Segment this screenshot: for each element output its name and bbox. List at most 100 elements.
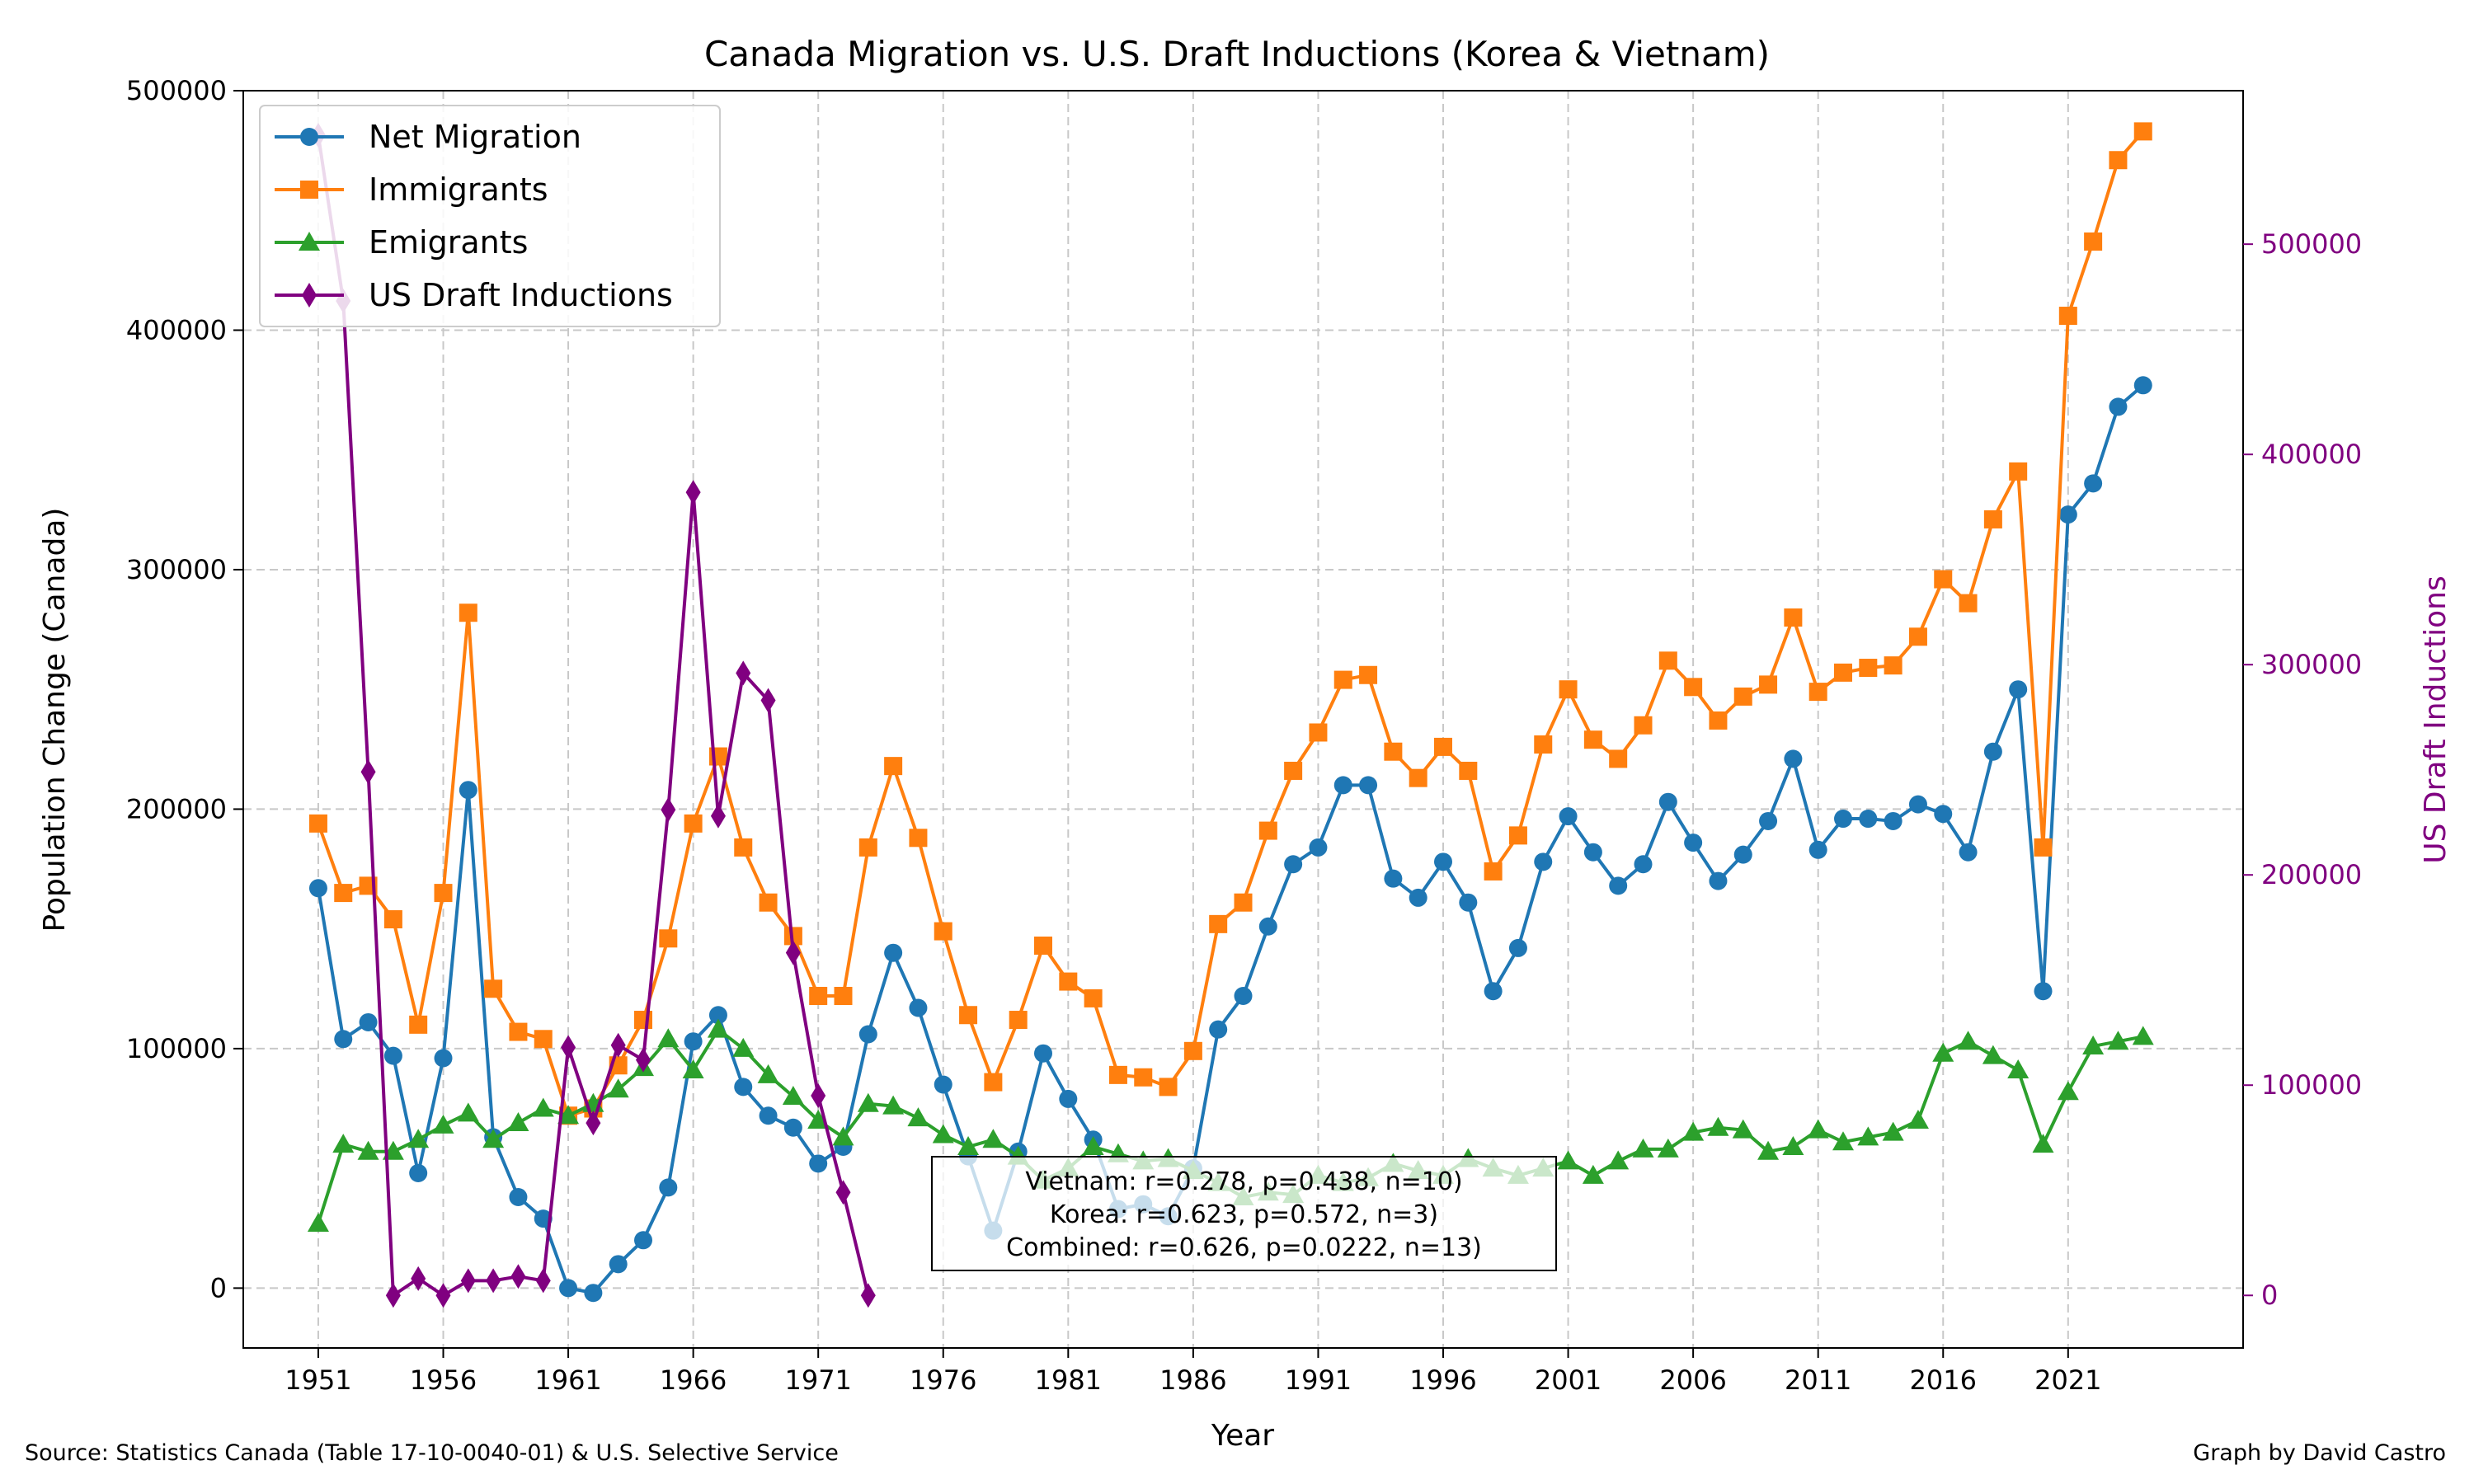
emigrants-point [1607,1150,1630,1170]
y-tick-label: 200000 [126,793,227,824]
net-point [2009,680,2028,699]
net-point [1884,811,1903,830]
immigrants-point [1084,989,1103,1007]
net-point [1684,834,1703,852]
x-tick-label: 1966 [660,1364,727,1396]
x-tick-label: 1961 [534,1364,601,1396]
immigrants-point [459,603,477,622]
net-point [1808,840,1827,859]
immigrants-series [308,122,2152,1125]
draft-point [460,1268,476,1294]
immigrants-point [934,922,952,941]
emigrants-point [757,1064,779,1083]
immigrants-point [1384,742,1403,761]
emigrants-point [307,1212,329,1232]
immigrants-point [1034,937,1052,955]
draft-point [610,1032,626,1058]
emigrants-point [782,1086,804,1105]
net-point [858,1025,877,1044]
x-tick-label: 1991 [1285,1364,1352,1396]
immigrants-point [1983,510,2002,528]
draft-point [360,759,376,785]
emigrants-legend-marker [299,232,320,251]
y2-tick-label: 100000 [2261,1069,2362,1101]
immigrants-point [1059,972,1078,991]
draft-point [586,1111,601,1136]
immigrants-point [2133,122,2152,141]
immigrants-point [2034,838,2053,857]
draft-point [835,1180,851,1205]
net-point [1559,807,1578,826]
immigrants-point [1959,594,1978,613]
draft-point [860,1283,876,1308]
plot-frame [242,90,2244,1349]
x-tick-label: 1996 [1409,1364,1476,1396]
net-point [1859,810,1878,829]
draft-point [736,660,751,686]
draft-point [486,1268,501,1294]
net-point [1384,869,1403,888]
emigrants-point [407,1129,430,1148]
net-point [559,1279,578,1298]
emigrants-point [1582,1164,1604,1184]
x-tick-label: 2001 [1535,1364,1602,1396]
net-point [1409,888,1427,907]
net-point [1759,811,1778,830]
immigrants-point [1808,683,1827,702]
emigrants-point [882,1095,905,1115]
emigrants-point [532,1097,554,1117]
emigrants-point [1782,1136,1804,1155]
emigrants-point [682,1059,704,1079]
immigrants-point [2084,232,2103,251]
emigrants-point [1957,1031,1979,1050]
y2-tick-label: 400000 [2261,439,2362,470]
emigrants-point [507,1111,529,1131]
emigrants-point [1932,1042,1954,1062]
net-point [684,1032,703,1051]
immigrants-point [1784,608,1803,627]
immigrants-point [1834,663,1852,682]
net-point [1534,852,1553,871]
immigrants-point [1908,627,1927,646]
x-tick-label: 1986 [1159,1364,1226,1396]
emigrants-point [1907,1110,1929,1129]
net-point [1059,1089,1078,1108]
immigrants-point [1484,862,1503,881]
y2-axis-label: US Draft Inductions [2419,575,2453,863]
draft-legend-label: US Draft Inductions [369,277,673,313]
emigrants-point [2007,1059,2030,1079]
immigrants-point [1733,687,1752,706]
emigrants-point [2107,1031,2129,1050]
x-tick-label: 2006 [1659,1364,1726,1396]
net-point [1634,855,1653,874]
emigrants-point [907,1107,929,1127]
immigrants-point [1258,821,1277,840]
y-tick-label: 400000 [126,314,227,345]
immigrants-point [659,929,678,948]
chart-title: Canada Migration vs. U.S. Draft Inductio… [704,34,1770,74]
immigrants-point [1183,1041,1202,1060]
immigrants-point [1884,656,1903,675]
net-point [1484,982,1503,1001]
emigrants-point [432,1114,454,1134]
net-point [1609,876,1628,895]
immigrants-point [984,1073,1003,1092]
immigrants-point [409,1015,428,1034]
immigrants-point [1559,680,1578,699]
net-point [2034,982,2053,1001]
emigrants-point [1657,1138,1679,1158]
draft-point [811,1082,826,1108]
net-point [1209,1020,1228,1039]
draft-point [785,940,801,965]
draft-point [510,1264,526,1289]
immigrants-point [1534,735,1553,754]
net-point [1258,917,1277,936]
net-point [509,1188,528,1206]
emigrants-point [357,1140,379,1160]
draft-point [435,1283,451,1308]
net-point [2058,505,2077,524]
net-point [659,1178,678,1197]
emigrants-point [2057,1081,2079,1101]
y-tick-label: 300000 [126,554,227,585]
emigrants-point [657,1028,680,1048]
